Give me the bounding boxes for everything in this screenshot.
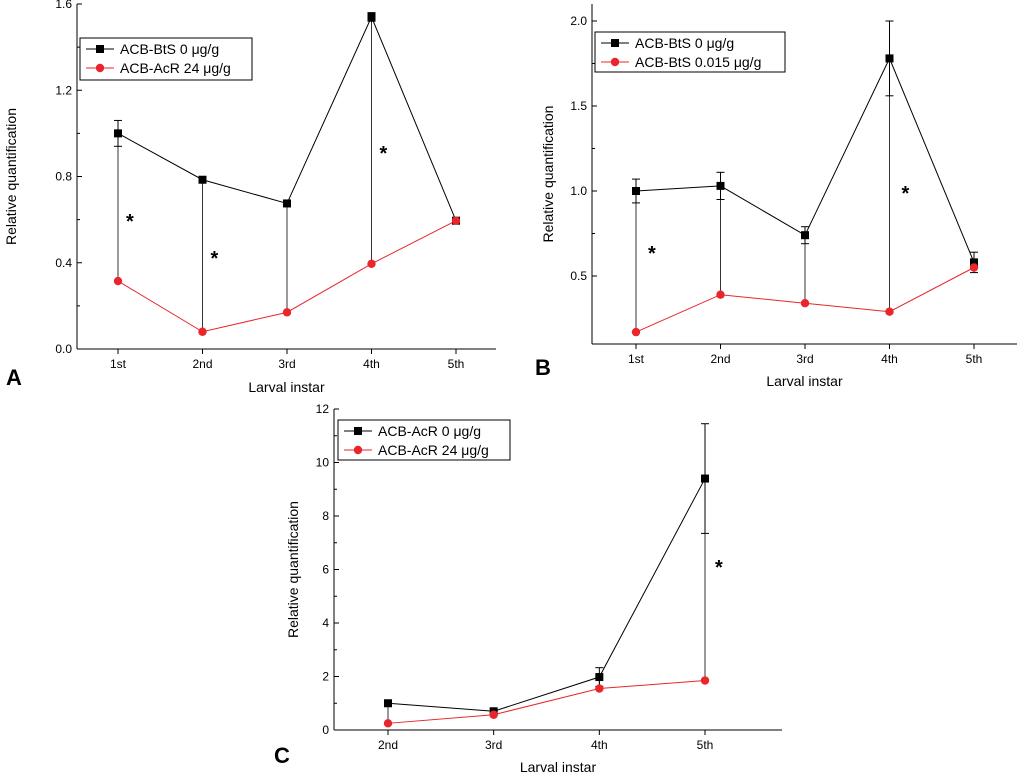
y-axis-label: Relative quantification [285,501,301,638]
data-point-square [701,474,709,483]
data-point-circle [595,684,604,693]
x-axis-label: Larval instar [520,759,597,775]
significance-star: * [126,211,134,233]
legend-label: ACB-BtS 0.015 μg/g [635,54,761,70]
significance-star: * [211,248,219,270]
data-point-square [885,54,894,63]
x-axis-label: Larval instar [766,373,843,389]
legend-box [337,419,511,461]
y-tick-label: 4 [322,616,329,630]
x-tick-label: 4th [881,352,898,366]
y-tick-label: 1.5 [570,99,587,113]
significance-star: * [902,183,910,205]
x-tick-label: 1st [628,352,645,366]
data-point-circle [489,710,498,719]
chart-panel-a: 0.0 0.4 0.8 1.2 1.6 1st 2nd 3rd 4th 5th Larval ins… [3,0,496,395]
y-tick-label: 12 [316,402,330,416]
data-point-square [595,673,604,682]
data-point-square [384,699,392,708]
legend-marker-square [611,39,619,47]
data-point-circle [113,276,123,286]
x-tick-label: 5th [966,352,983,366]
series-line-2 [387,680,706,724]
y-axis-label: Relative quantification [3,108,19,245]
data-point-square [970,258,978,267]
y-axis-label: Relative quantification [540,106,556,243]
chart-panel-c: 0 2 4 6 8 10 12 2nd 3rd 4th 5th Larval instar Relati… [274,402,782,775]
series-line-1 [387,478,706,712]
legend-marker-circle [95,63,105,73]
data-point-circle [885,307,894,316]
data-point-square [801,231,809,240]
data-point-square [716,181,725,190]
x-tick-label: 2nd [378,738,398,752]
legend-box [79,37,253,81]
x-tick-label: 5th [697,738,714,752]
y-tick-label: 2 [322,670,329,684]
y-tick-label: 0.8 [55,170,72,184]
x-tick-label: 4th [363,357,380,371]
data-point-square [198,175,207,184]
x-tick-label: 2nd [710,352,730,366]
legend-label: ACB-AcR 24 μg/g [378,442,489,458]
data-point-circle [969,263,979,272]
data-point-circle [631,327,641,337]
panel-letter: C [274,743,290,768]
data-point-circle [198,327,207,336]
y-tick-label: 6 [322,563,329,577]
legend-box [594,31,786,73]
chart-panel-b: 0.5 1.0 1.5 2.0 1st 2nd 3rd 4th 5th Larval instar… [535,4,1017,389]
data-point-circle [282,308,292,317]
legend-marker-square [96,45,104,53]
y-tick-label: 0.0 [55,342,72,356]
panel-letter: A [6,365,22,390]
legend-label: ACB-BtS 0 μg/g [120,41,219,57]
legend-label: ACB-AcR 24 μg/g [120,60,231,76]
data-point-square [367,12,376,21]
legend-label: ACB-BtS 0 μg/g [635,35,734,51]
legend-marker-square [354,427,362,435]
data-point-circle [716,290,725,299]
legend-label: ACB-AcR 0 μg/g [378,423,481,439]
x-tick-label: 3rd [278,357,295,371]
x-tick-label: 3rd [796,352,813,366]
x-tick-label: 3rd [485,738,502,752]
data-point-square [114,129,122,138]
y-tick-label: 8 [322,509,329,523]
data-point-circle [367,259,376,269]
data-point-circle [451,216,461,225]
panel-letter: B [535,355,551,380]
legend-marker-circle [353,445,363,455]
significance-star: * [715,557,723,579]
x-tick-label: 4th [591,738,608,752]
y-tick-label: 1.6 [55,0,72,11]
x-tick-label: 2nd [192,357,212,371]
data-point-circle [700,676,710,685]
x-tick-label: 1st [110,357,127,371]
legend-marker-circle [610,57,620,67]
y-tick-label: 1.0 [570,184,587,198]
x-tick-label: 5th [448,357,465,371]
significance-star: * [380,143,388,165]
y-tick-label: 0.5 [570,269,587,283]
significance-star: * [648,243,656,265]
y-tick-label: 1.2 [55,83,72,97]
x-axis-label: Larval instar [248,379,325,395]
data-point-square [632,187,640,195]
data-point-circle [800,299,810,308]
y-tick-label: 2.0 [570,14,587,28]
y-tick-label: 10 [316,456,330,470]
y-tick-label: 0.4 [55,256,72,270]
data-point-square [283,199,291,208]
y-tick-label: 0 [322,723,329,737]
data-point-circle [383,719,393,728]
